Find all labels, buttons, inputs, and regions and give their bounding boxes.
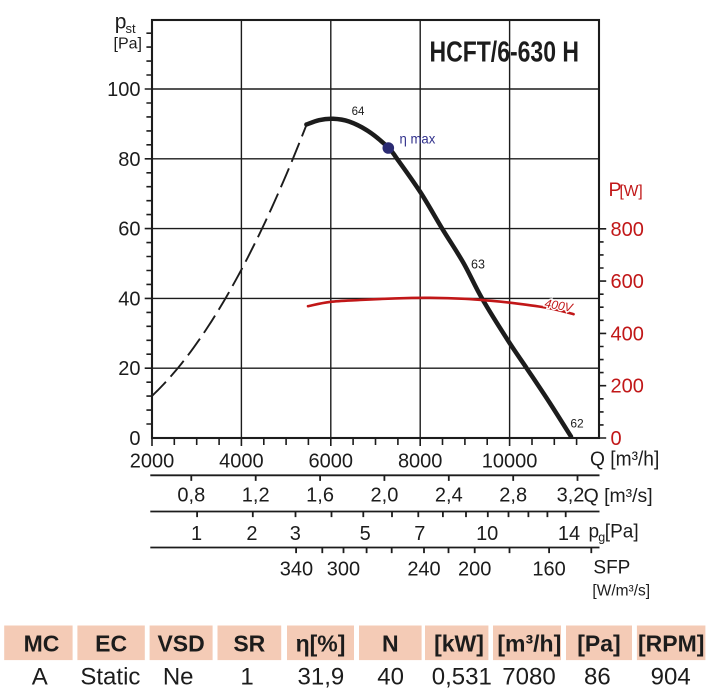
svg-text:SFP: SFP bbox=[593, 558, 630, 579]
svg-text:800: 800 bbox=[611, 219, 644, 241]
svg-text:86: 86 bbox=[584, 664, 611, 691]
svg-text:[Pa]: [Pa] bbox=[605, 521, 639, 542]
svg-text:4000: 4000 bbox=[219, 451, 264, 473]
svg-text:HCFT/6-630 H: HCFT/6-630 H bbox=[430, 36, 580, 68]
svg-text:0: 0 bbox=[611, 428, 622, 450]
svg-text:400V: 400V bbox=[544, 296, 575, 315]
svg-text:[m³/h]: [m³/h] bbox=[497, 631, 561, 657]
svg-text:40: 40 bbox=[377, 664, 404, 691]
svg-text:8000: 8000 bbox=[398, 451, 443, 473]
svg-text:31,9: 31,9 bbox=[298, 664, 345, 691]
svg-text:Q [m³/s]: Q [m³/s] bbox=[584, 486, 653, 507]
svg-text:Ne: Ne bbox=[163, 664, 194, 691]
svg-text:p: p bbox=[589, 521, 600, 542]
svg-text:p: p bbox=[115, 11, 127, 34]
svg-text:P: P bbox=[609, 179, 622, 201]
svg-text:904: 904 bbox=[651, 664, 691, 691]
svg-text:14: 14 bbox=[558, 523, 580, 545]
svg-text:340: 340 bbox=[280, 559, 313, 581]
svg-text:400: 400 bbox=[611, 323, 644, 345]
svg-text:0: 0 bbox=[129, 428, 140, 450]
svg-text:[Pa]: [Pa] bbox=[114, 35, 142, 52]
svg-text:0,531: 0,531 bbox=[432, 664, 492, 691]
svg-text:7080: 7080 bbox=[502, 664, 555, 691]
svg-text:20: 20 bbox=[118, 358, 140, 380]
svg-text:[Pa]: [Pa] bbox=[577, 631, 620, 657]
svg-text:[W/m³/s]: [W/m³/s] bbox=[592, 583, 650, 600]
svg-text:200: 200 bbox=[611, 376, 644, 398]
svg-text:60: 60 bbox=[118, 219, 140, 241]
svg-text:VSD: VSD bbox=[157, 631, 204, 657]
svg-text:SR: SR bbox=[233, 631, 265, 657]
svg-text:g: g bbox=[598, 531, 605, 545]
svg-text:80: 80 bbox=[118, 149, 140, 171]
svg-text:600: 600 bbox=[611, 271, 644, 293]
svg-text:MC: MC bbox=[24, 631, 60, 657]
svg-text:64: 64 bbox=[352, 106, 365, 118]
svg-text:1,2: 1,2 bbox=[242, 485, 270, 507]
svg-text:[W]: [W] bbox=[620, 183, 643, 200]
svg-text:A: A bbox=[32, 664, 48, 691]
svg-text:2,4: 2,4 bbox=[435, 485, 463, 507]
svg-text:2,8: 2,8 bbox=[499, 485, 527, 507]
svg-text:[RPM]: [RPM] bbox=[638, 631, 704, 657]
svg-text:300: 300 bbox=[327, 559, 360, 581]
svg-text:160: 160 bbox=[532, 559, 565, 581]
svg-text:63: 63 bbox=[471, 258, 485, 272]
svg-text:Q [m³/h]: Q [m³/h] bbox=[590, 448, 659, 470]
svg-text:N: N bbox=[382, 631, 399, 657]
svg-text:6000: 6000 bbox=[309, 451, 354, 473]
svg-text:240: 240 bbox=[407, 559, 440, 581]
svg-text:1: 1 bbox=[240, 664, 253, 691]
svg-text:η[%]: η[%] bbox=[296, 631, 346, 657]
svg-text:3: 3 bbox=[290, 523, 301, 545]
svg-text:st: st bbox=[126, 21, 137, 36]
svg-text:1,6: 1,6 bbox=[306, 485, 334, 507]
svg-text:0,8: 0,8 bbox=[177, 485, 205, 507]
svg-text:10000: 10000 bbox=[482, 451, 538, 473]
svg-text:40: 40 bbox=[118, 288, 140, 310]
svg-text:2: 2 bbox=[246, 523, 257, 545]
svg-text:2,0: 2,0 bbox=[371, 485, 399, 507]
svg-text:[kW]: [kW] bbox=[434, 631, 484, 657]
svg-text:3,2: 3,2 bbox=[557, 485, 585, 507]
svg-text:EC: EC bbox=[95, 631, 127, 657]
svg-text:7: 7 bbox=[414, 523, 425, 545]
svg-text:Static: Static bbox=[80, 664, 140, 691]
svg-text:62: 62 bbox=[570, 416, 584, 430]
svg-text:2000: 2000 bbox=[130, 451, 175, 473]
svg-text:1: 1 bbox=[191, 523, 202, 545]
svg-text:100: 100 bbox=[107, 79, 140, 101]
svg-text:10: 10 bbox=[476, 523, 498, 545]
svg-text:200: 200 bbox=[458, 559, 491, 581]
svg-text:η max: η max bbox=[400, 130, 436, 146]
svg-text:5: 5 bbox=[360, 523, 371, 545]
